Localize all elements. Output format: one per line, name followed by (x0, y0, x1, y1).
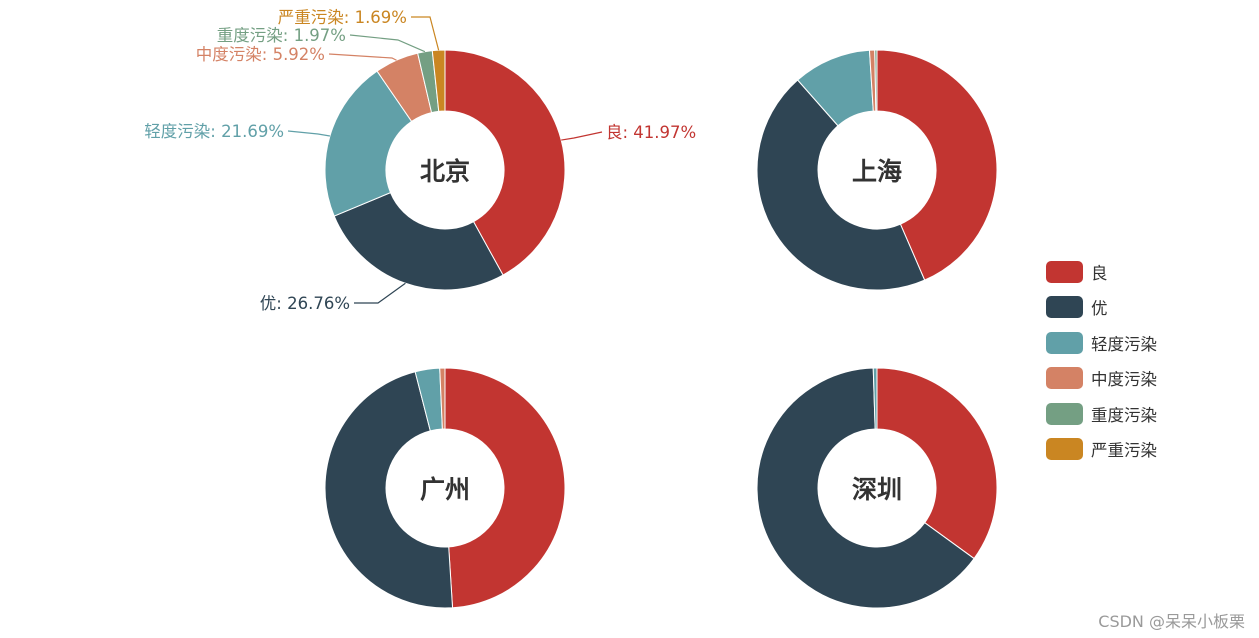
label-line (287, 130, 331, 137)
slice-良[interactable] (876, 367, 998, 560)
legend-label: 严重污染 (1091, 441, 1157, 461)
slice-轻度污染[interactable] (872, 367, 878, 430)
label-line (411, 16, 440, 51)
donut-title: 北京 (420, 157, 470, 186)
legend-item[interactable]: 良 (1046, 254, 1157, 290)
legend-swatch (1046, 331, 1083, 354)
donut-2: 上海 (756, 49, 998, 291)
legend-label: 良 (1091, 263, 1108, 283)
legend-item[interactable]: 中度污染 (1046, 361, 1157, 397)
slice-良[interactable] (444, 367, 566, 609)
legend-label: 重度污染 (1091, 405, 1157, 425)
data-label: 严重污染: 1.69% (278, 8, 407, 27)
legend-label: 中度污染 (1091, 370, 1157, 390)
legend-item[interactable]: 轻度污染 (1046, 325, 1157, 361)
legend-swatch (1046, 296, 1083, 319)
legend-label: 轻度污染 (1091, 334, 1157, 354)
legend-swatch (1046, 367, 1083, 390)
legend-label: 优 (1091, 299, 1108, 319)
donut-title: 深圳 (852, 475, 902, 504)
legend-swatch (1046, 260, 1083, 283)
donut-title: 上海 (852, 157, 902, 186)
label-line (328, 53, 397, 61)
slice-优[interactable] (756, 79, 926, 291)
donut-title: 广州 (420, 475, 470, 504)
legend-item[interactable]: 严重污染 (1046, 432, 1157, 468)
legend-swatch (1046, 438, 1083, 461)
data-label: 优: 26.76% (260, 294, 350, 313)
slice-优[interactable] (324, 371, 454, 609)
slice-轻度污染[interactable] (324, 70, 413, 217)
label-line (349, 34, 426, 53)
slice-优[interactable] (333, 191, 504, 291)
data-label: 轻度污染: 21.69% (144, 122, 284, 141)
slice-中度污染[interactable] (439, 367, 446, 430)
slice-良[interactable] (444, 49, 566, 276)
data-label: 中度污染: 5.92% (196, 45, 325, 64)
donut-4: 深圳 (756, 367, 998, 609)
slice-良[interactable] (876, 49, 998, 281)
legend-item[interactable]: 重度污染 (1046, 396, 1157, 432)
legend-item[interactable]: 优 (1046, 290, 1157, 326)
data-label: 良: 41.97% (606, 123, 696, 142)
donut-1: 良: 41.97% 优: 26.76% 轻度污染: 21.69% 中度污染: 5.92… (144, 8, 696, 313)
label-line (354, 282, 406, 304)
label-line (561, 131, 603, 141)
legend-swatch (1046, 402, 1083, 425)
donut-3: 广州 (324, 367, 566, 609)
slice-重度污染[interactable] (874, 49, 878, 112)
slice-严重污染[interactable] (431, 49, 446, 112)
watermark: CSDN @呆呆小板栗 (1098, 612, 1245, 631)
legend: 良优轻度污染中度污染重度污染严重污染 (1046, 254, 1157, 467)
slice-优[interactable] (756, 367, 975, 609)
data-label: 重度污染: 1.97% (217, 26, 346, 45)
